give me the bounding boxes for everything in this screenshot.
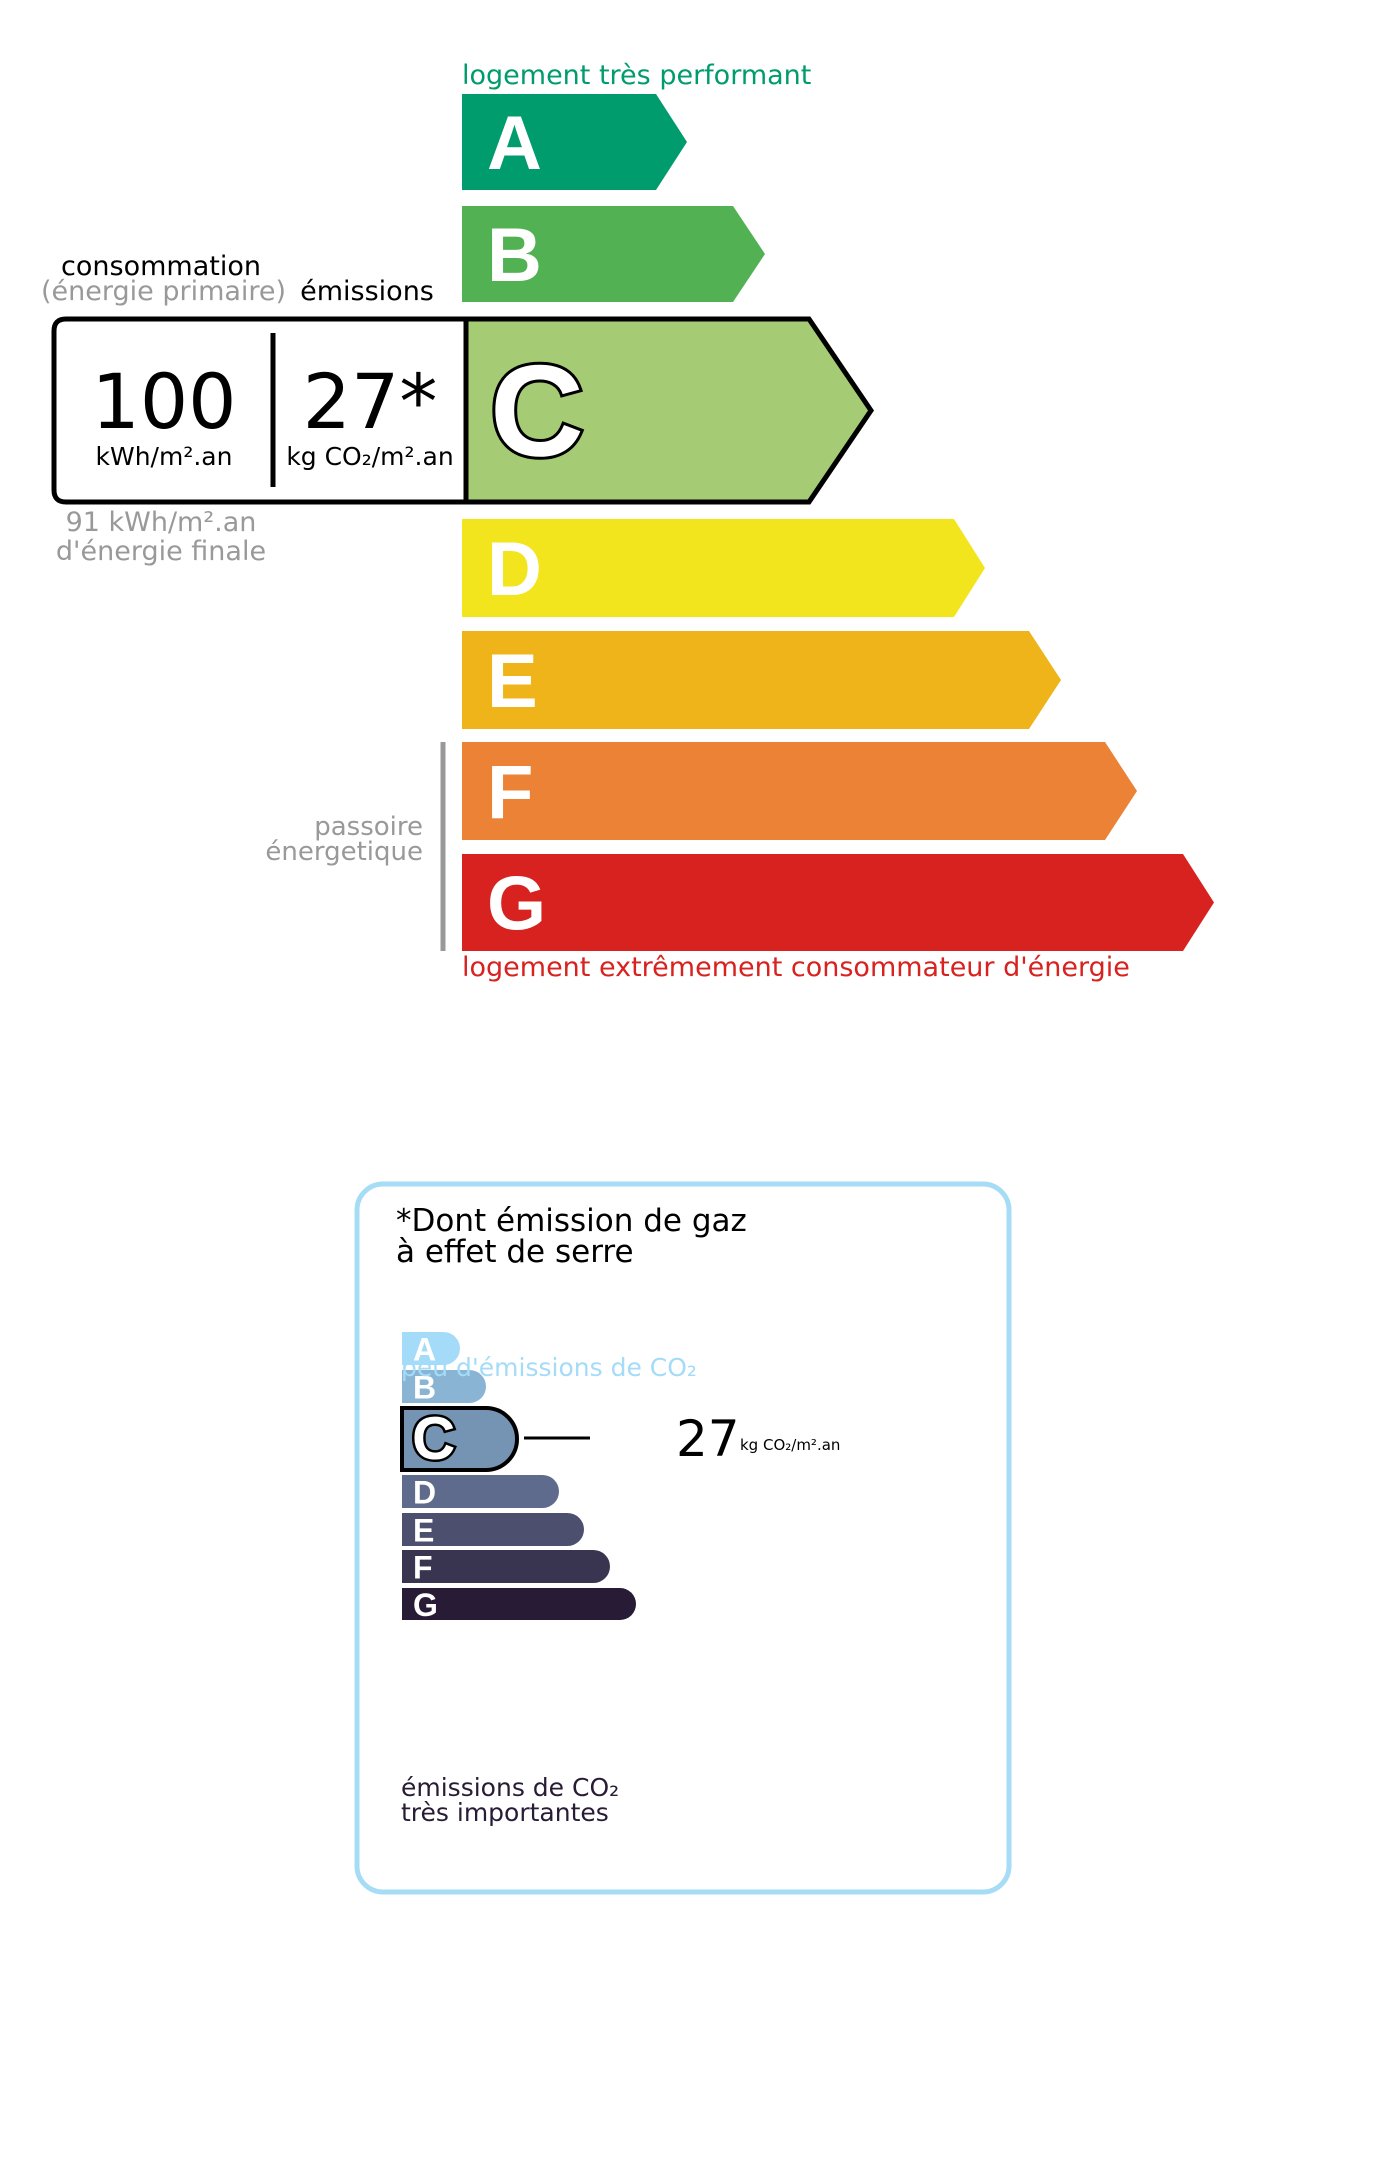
energy-class-f-arrow <box>462 742 1137 840</box>
passoire-label-2: énergetique <box>265 837 423 867</box>
ghg-class-e-letter: E <box>413 1513 434 1549</box>
energy-class-e-arrow <box>462 631 1061 729</box>
emissions-value: 27* <box>302 357 438 446</box>
ghg-class-f-letter: F <box>413 1550 433 1586</box>
ghg-top-label: peu d'émissions de CO₂ <box>401 1353 697 1382</box>
energy-class-g-arrow <box>462 854 1214 951</box>
emissions-label: émissions <box>300 276 434 307</box>
energy-class-d-letter: D <box>487 527 542 612</box>
energy-class-a-arrow <box>462 94 687 190</box>
ghg-class-b-letter: B <box>413 1370 436 1406</box>
values-box <box>51 316 469 505</box>
consumption-unit: kWh/m².an <box>95 442 233 471</box>
ghg-panel <box>354 1181 1012 1895</box>
ghg-class-c-bar <box>400 1406 519 1472</box>
energy-class-b-letter: B <box>487 213 542 298</box>
ghg-class-d-letter: D <box>413 1475 436 1511</box>
ghg-bottom-label-2: très importantes <box>401 1798 609 1827</box>
passoire-label-1: passoire <box>314 812 423 842</box>
energy-class-e-letter: E <box>487 639 538 724</box>
ghg-class-e-bar <box>402 1513 584 1546</box>
ghg-class-c-letter: C <box>412 1405 455 1472</box>
ghg-class-a-bar <box>402 1332 460 1365</box>
ghg-class-f-bar <box>402 1550 611 1583</box>
consumption-sublabel: (énergie primaire) <box>41 276 287 307</box>
energy-class-a-letter: A <box>487 101 542 186</box>
ghg-class-a-letter: A <box>413 1332 436 1368</box>
energy-top-label: logement très performant <box>462 60 812 91</box>
consumption-value: 100 <box>91 357 237 446</box>
final-energy-label: d'énergie finale <box>55 536 267 567</box>
ghg-bottom-label-1: émissions de CO₂ <box>401 1773 620 1802</box>
energy-bottom-label: logement extrêmement consommateur d'éner… <box>462 952 1130 983</box>
consumption-label: consommation <box>61 251 261 282</box>
ghg-class-g-bar <box>402 1588 636 1620</box>
ghg-title-1: *Dont émission de gaz <box>396 1203 747 1239</box>
ghg-unit: kg CO₂/m².an <box>740 1436 841 1454</box>
energy-class-g-letter: G <box>487 862 546 947</box>
energy-class-f-letter: F <box>487 750 533 835</box>
ghg-class-b-bar <box>402 1370 486 1403</box>
energy-class-b-arrow <box>462 206 765 302</box>
energy-class-c-letter: C <box>490 338 584 484</box>
ghg-title-2: à effet de serre <box>396 1234 634 1270</box>
ghg-value: 27 <box>676 1410 740 1468</box>
ghg-class-g-letter: G <box>413 1587 438 1623</box>
energy-class-d-arrow <box>462 519 985 617</box>
emissions-unit: kg CO₂/m².an <box>286 442 454 471</box>
ghg-class-d-bar <box>402 1475 559 1508</box>
final-energy-value: 91 kWh/m².an <box>65 507 257 538</box>
